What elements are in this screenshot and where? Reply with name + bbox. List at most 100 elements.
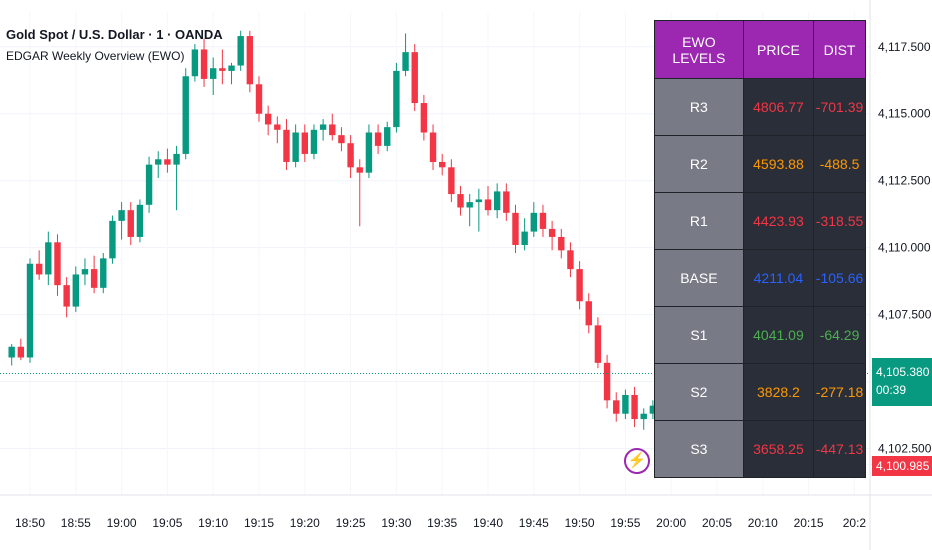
lightning-icon[interactable]: ⚡ (624, 448, 650, 474)
candle-body (35, 263, 43, 275)
candle-body (81, 269, 89, 275)
x-tick-label: 20:15 (794, 516, 824, 530)
level-price: 4806.77 (742, 78, 815, 136)
level-label: S2 (654, 363, 744, 421)
candle-body (301, 132, 308, 154)
candle-body (237, 36, 244, 66)
level-label: S1 (654, 306, 744, 364)
level-label: S3 (654, 420, 744, 478)
candle-body (448, 167, 455, 195)
ewo-row-r3: R3 4806.77 -701.39 (654, 78, 866, 136)
candle-body (466, 202, 473, 208)
candle-body (622, 394, 629, 414)
candle-body (45, 242, 52, 275)
candle-body (17, 346, 25, 358)
candle-body (457, 194, 464, 208)
candle-body (530, 212, 537, 232)
x-tick-label: 19:30 (381, 516, 411, 530)
candle-body (640, 413, 647, 420)
candle-body (274, 124, 281, 130)
candle-body (539, 212, 547, 229)
candle-body (127, 210, 134, 237)
level-label: R2 (654, 135, 744, 193)
x-tick-label: 18:55 (61, 516, 91, 530)
level-dist: -701.39 (813, 78, 866, 136)
candle-body (246, 36, 254, 85)
candle-body (393, 70, 400, 128)
candle-body (567, 250, 574, 270)
candle-body (264, 113, 272, 125)
candle-body (493, 191, 501, 211)
y-tick-label: 4,115.000 (878, 107, 931, 121)
level-dist: -318.55 (813, 192, 866, 250)
x-tick-label: 18:50 (15, 516, 45, 530)
level-dist: -64.29 (813, 306, 866, 364)
candle-body (100, 258, 107, 288)
ewo-levels-table: EWO LEVELS PRICE DIST R3 4806.77 -701.39… (654, 20, 866, 478)
ewo-row-s1: S1 4041.09 -64.29 (654, 306, 866, 364)
candle-body (329, 124, 336, 136)
level-price: 4423.93 (742, 192, 815, 250)
level-dist: -488.5 (813, 135, 866, 193)
candle-body (63, 285, 70, 307)
candle-body (429, 132, 437, 162)
candle-body (173, 153, 180, 165)
x-tick-label: 20:05 (702, 516, 732, 530)
candle-body (585, 301, 592, 326)
ewo-row-s3: S3 3658.25 -447.13 (654, 420, 866, 478)
bar-countdown: 00:39 (876, 383, 907, 397)
level-label: R3 (654, 78, 744, 136)
candle-body (310, 129, 318, 154)
candle-body (484, 199, 492, 211)
level-price: 3828.2 (742, 363, 815, 421)
level-price: 4041.09 (742, 306, 815, 364)
candle-body (384, 127, 391, 146)
x-tick-label: 20:10 (748, 516, 778, 530)
y-tick-label: 4,102.500 (878, 442, 932, 456)
candle-body (200, 49, 208, 79)
x-tick-label: 19:35 (427, 516, 457, 530)
level-price: 4593.88 (742, 135, 815, 193)
x-tick-label: 19:05 (152, 516, 182, 530)
candle-body (182, 76, 189, 154)
ewo-row-base: BASE 4211.04 -105.66 (654, 249, 866, 307)
level-price: 3658.25 (742, 420, 815, 478)
candle-body (356, 167, 363, 173)
x-tick-label: 19:15 (244, 516, 274, 530)
y-tick-label: 4,107.500 (878, 308, 932, 322)
low-price-tag: 4,100.985 (872, 456, 932, 476)
header-levels: EWO LEVELS (654, 20, 744, 79)
candle-body (613, 400, 620, 414)
last-price: 4,105.380 (876, 365, 930, 379)
x-tick-label: 19:40 (473, 516, 503, 530)
candle-body (475, 199, 483, 203)
candle-body (649, 405, 657, 414)
candle-body (594, 325, 602, 363)
candle-body (191, 49, 199, 77)
x-tick-label: 19:00 (107, 516, 137, 530)
candle-body (219, 68, 226, 71)
x-tick-label: 19:55 (610, 516, 640, 530)
ewo-row-s2: S2 3828.2 -277.18 (654, 363, 866, 421)
candle-body (631, 394, 638, 420)
candle-body (603, 362, 611, 401)
candle-body (521, 231, 528, 245)
candle-body (255, 84, 263, 114)
candle-body (26, 263, 34, 358)
x-tick-label: 20:00 (656, 516, 686, 530)
candle-body (338, 135, 345, 144)
candle-body (210, 68, 217, 79)
candle-body (503, 191, 510, 213)
candle-body (54, 242, 61, 286)
candle-body (548, 228, 556, 237)
level-dist: -105.66 (813, 249, 866, 307)
candle-body (155, 159, 162, 165)
candle-body (365, 132, 373, 173)
last-price-tag: 4,105.380 00:39 (872, 358, 932, 406)
x-tick-label: 19:20 (290, 516, 320, 530)
candle-body (90, 269, 98, 288)
level-dist: -447.13 (813, 420, 866, 478)
indicator-title: EDGAR Weekly Overview (EWO) (6, 49, 185, 63)
candle-body (72, 274, 79, 307)
x-tick-label: 19:10 (198, 516, 228, 530)
